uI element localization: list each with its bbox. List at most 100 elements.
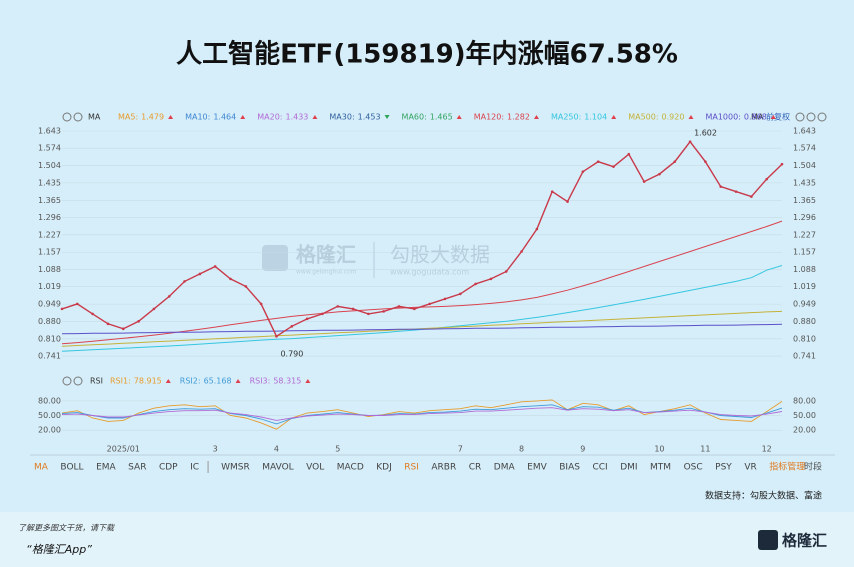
settings-icon[interactable] — [62, 112, 72, 122]
trend-arrow — [165, 379, 171, 383]
ma-legend-name: MA30: — [329, 113, 354, 122]
indicator-tab[interactable]: BIAS — [559, 463, 580, 473]
ma-legend-name: MA10: — [185, 113, 210, 122]
price-point — [76, 302, 79, 306]
y-tick-label: 1.227 — [793, 230, 816, 239]
ma-legend-value: 1.479 — [141, 113, 164, 122]
ma-legend-value: 0.920 — [662, 113, 685, 122]
indicator-tab[interactable]: OSC — [684, 463, 703, 473]
indicator-tab[interactable]: 指标管理 — [769, 461, 805, 473]
price-point — [382, 310, 386, 313]
ma-legend-name: MA1000: — [705, 113, 740, 122]
y-tick-label: 80.00 — [793, 396, 816, 405]
ma-legend-value: 1.465 — [430, 113, 453, 122]
price-point — [719, 185, 723, 188]
y-tick-label: 1.643 — [38, 126, 61, 135]
price-point — [121, 327, 125, 331]
price-point — [305, 317, 309, 321]
indicator-tab[interactable]: IC — [190, 463, 199, 473]
y-tick-label: 1.365 — [793, 196, 816, 205]
settings-icon[interactable] — [62, 376, 72, 386]
indicator-tab[interactable]: RSI — [404, 463, 419, 473]
price-point — [612, 165, 615, 168]
indicator-tab[interactable]: DMA — [494, 463, 516, 473]
price-line — [61, 140, 783, 338]
footer-logo-mark — [758, 530, 778, 550]
footer-line2: “格隆汇App” — [26, 543, 92, 556]
footer-line1: 了解更多图文干货，请下载 — [18, 524, 115, 533]
indicator-tab[interactable]: EMV — [527, 463, 547, 473]
legend-name: RSI3: — [250, 377, 271, 386]
trend-arrow — [688, 115, 694, 119]
zoom-in-icon[interactable] — [795, 112, 805, 122]
indicator-tab[interactable]: MACD — [337, 463, 364, 473]
price-point — [581, 170, 585, 173]
y-tick-label: 0.741 — [793, 352, 816, 361]
price-point — [550, 190, 554, 193]
indicator-tab[interactable]: MTM — [650, 463, 671, 473]
price-point — [259, 302, 263, 306]
legend-value: 65.168 — [204, 377, 232, 386]
trend-arrow — [240, 115, 246, 119]
y-tick-label: 0.880 — [38, 317, 61, 326]
indicator-tab[interactable]: CCI — [592, 463, 607, 473]
y-tick-label: 1.296 — [38, 213, 61, 222]
price-point — [489, 277, 493, 281]
period-button[interactable]: 时段 — [804, 461, 822, 473]
toolbar-right[interactable]: 前复权 — [766, 112, 790, 122]
legend-name: RSI1: — [110, 377, 131, 386]
indicator-tab[interactable]: CDP — [159, 463, 178, 473]
indicator-tab[interactable]: SAR — [128, 463, 146, 473]
y-tick-label: 1.019 — [38, 282, 61, 291]
y-tick-label: 1.435 — [38, 178, 61, 187]
ma-line — [61, 220, 783, 345]
price-point — [765, 177, 768, 181]
legend-value: 58.315 — [273, 377, 301, 386]
watermark-brand: 格隆汇 — [296, 243, 356, 267]
eye-icon[interactable] — [73, 112, 83, 122]
ma-legend-name: MA500: — [628, 113, 658, 122]
price-point — [60, 307, 64, 311]
price-point — [673, 160, 677, 163]
indicator-tab[interactable]: PSY — [715, 463, 732, 473]
price-point — [91, 312, 94, 316]
reset-icon[interactable] — [817, 112, 827, 122]
toolbar-right[interactable]: MA — [751, 113, 764, 122]
price-point — [642, 180, 646, 183]
indicator-tab[interactable]: BOLL — [60, 463, 83, 473]
indicator-tab[interactable]: MAVOL — [262, 463, 293, 473]
indicator-tab[interactable]: VOL — [306, 463, 324, 473]
y-tick-label: 1.088 — [793, 265, 816, 274]
indicator-tab[interactable]: ARBR — [431, 463, 456, 473]
indicator-tab[interactable]: VR — [744, 463, 756, 473]
x-tick-label: 9 — [580, 445, 585, 454]
indicator-tab[interactable]: CR — [469, 463, 482, 473]
y-tick-label: 20.00 — [38, 426, 61, 435]
price-point — [183, 280, 186, 283]
trend-arrow — [456, 115, 462, 119]
eye-icon[interactable] — [73, 376, 83, 386]
legend-value: 78.915 — [134, 377, 162, 386]
y-tick-label: 1.227 — [38, 230, 61, 239]
price-point — [213, 265, 217, 268]
x-tick-label: 8 — [519, 445, 524, 454]
y-tick-label: 1.504 — [793, 161, 816, 170]
indicator-tab[interactable]: EMA — [96, 463, 116, 473]
y-tick-label: 1.157 — [38, 248, 61, 257]
y-tick-label: 1.504 — [38, 161, 61, 170]
zoom-out-icon[interactable] — [806, 112, 816, 122]
indicator-tab[interactable]: KDJ — [376, 463, 392, 473]
watermark-site: 勾股大数据 — [390, 243, 490, 267]
price-point — [229, 277, 232, 281]
price-point — [413, 307, 416, 311]
rsi-line — [61, 407, 783, 421]
indicator-tab[interactable]: DMI — [620, 463, 637, 473]
watermark-logo — [262, 245, 288, 271]
watermark-url: www.gelonghui.com — [296, 269, 357, 276]
price-point — [780, 162, 784, 166]
indicator-tab[interactable]: WMSR — [221, 463, 250, 473]
indicator-tab[interactable]: MA — [34, 463, 49, 473]
price-point — [336, 305, 340, 308]
